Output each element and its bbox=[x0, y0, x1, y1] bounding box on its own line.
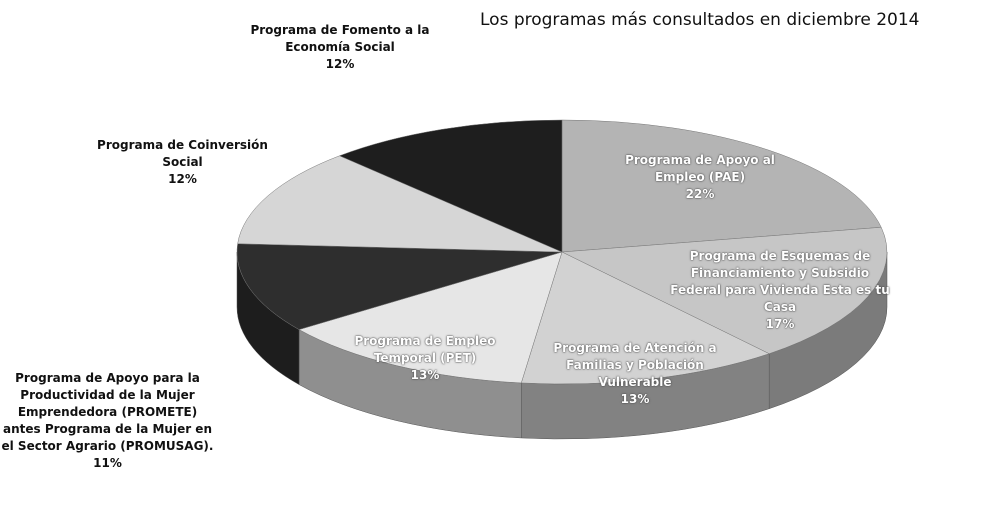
slice bbox=[338, 119, 563, 253]
slice bbox=[298, 251, 563, 384]
value-label: 12% bbox=[325, 57, 355, 71]
slice-label: Programa de Apoyo para la Productividad … bbox=[0, 370, 215, 472]
category-label: Programa de Atención a Familias y Poblac… bbox=[553, 341, 717, 389]
category-label: Programa de Empleo Temporal (PET) bbox=[354, 334, 496, 365]
category-label: Programa de Apoyo al Empleo (PAE) bbox=[625, 153, 775, 184]
value-label: 11% bbox=[93, 456, 122, 470]
slice-label: Programa de Fomento a la Economía Social… bbox=[230, 22, 450, 73]
slice bbox=[237, 155, 563, 253]
value-label: 12% bbox=[168, 172, 197, 186]
chart-title: Los programas más consultados en diciemb… bbox=[480, 10, 920, 30]
slice-label: Programa de Atención a Familias y Poblac… bbox=[540, 340, 730, 408]
slice bbox=[236, 243, 563, 330]
value-label: 22% bbox=[685, 187, 715, 201]
slice-label: Programa de Esquemas de Financiamiento y… bbox=[670, 248, 890, 333]
category-label: Programa de Apoyo para la Productividad … bbox=[1, 371, 214, 453]
slice bbox=[561, 119, 882, 253]
value-label: 17% bbox=[765, 317, 795, 331]
slice-label: Programa de Coinversión Social 12% bbox=[85, 137, 280, 188]
value-label: 13% bbox=[620, 392, 650, 406]
category-label: Programa de Coinversión Social bbox=[97, 138, 268, 169]
slice-label: Programa de Empleo Temporal (PET) 13% bbox=[340, 333, 510, 384]
value-label: 13% bbox=[410, 368, 440, 382]
slice-label: Programa de Apoyo al Empleo (PAE) 22% bbox=[615, 152, 785, 203]
category-label: Programa de Fomento a la Economía Social bbox=[250, 23, 430, 54]
slice bbox=[520, 251, 770, 385]
category-label: Programa de Esquemas de Financiamiento y… bbox=[670, 249, 890, 314]
slice bbox=[561, 227, 888, 354]
